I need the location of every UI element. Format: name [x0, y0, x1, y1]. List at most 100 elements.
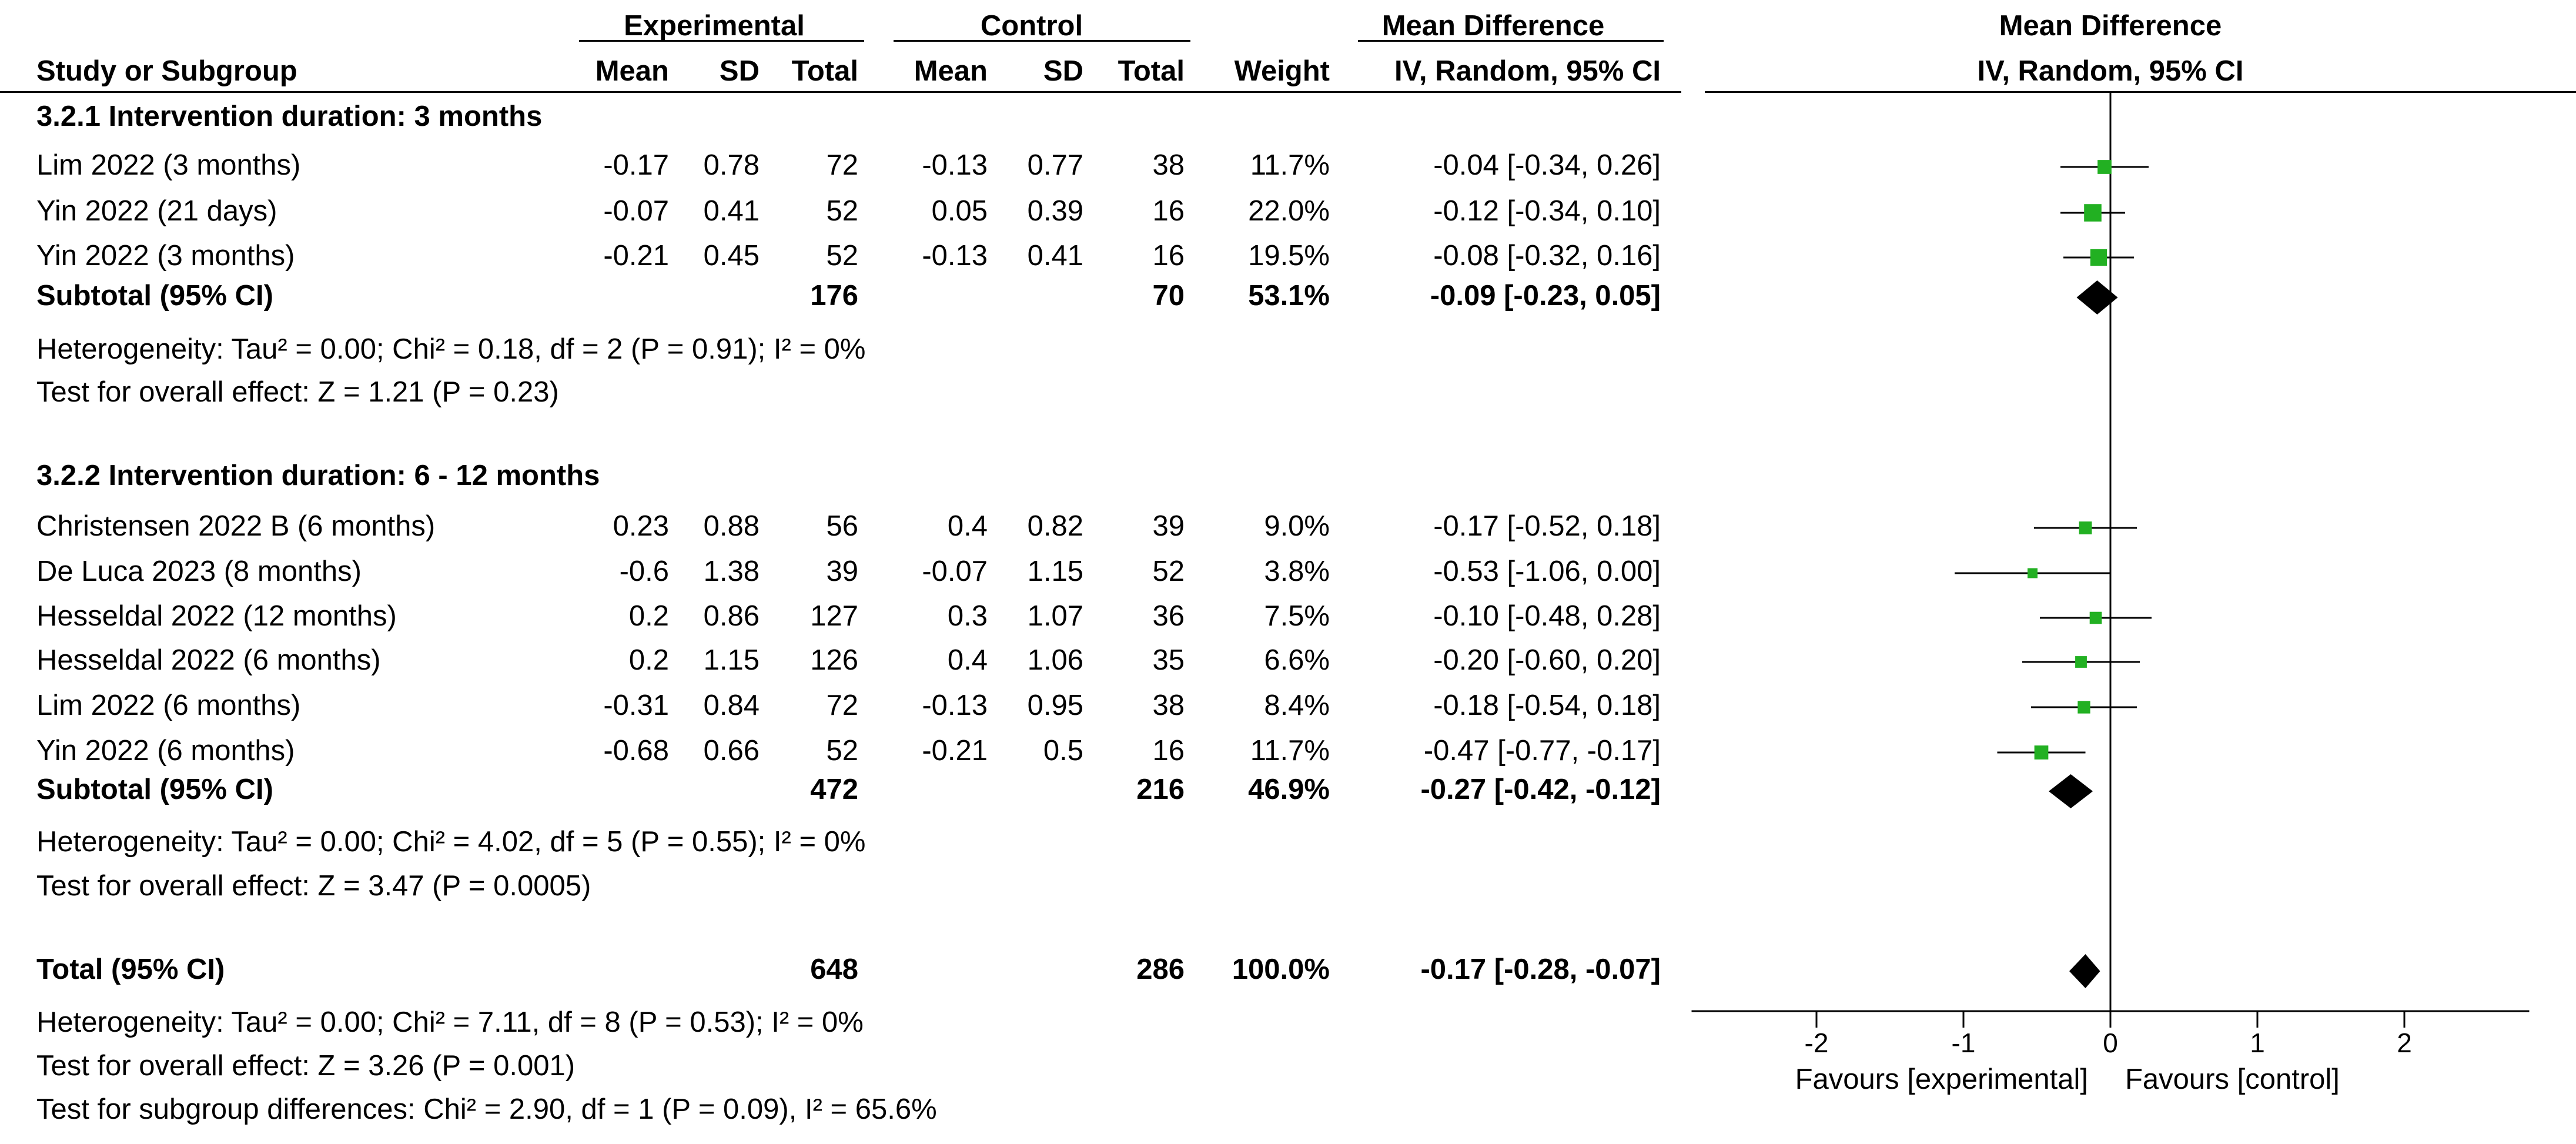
header-underline-control	[894, 40, 1190, 42]
study-ctl-sd: 1.06	[1027, 644, 1083, 676]
subtotal-ctl-total: 216	[1136, 774, 1185, 805]
study-weight: 22.0%	[1248, 195, 1330, 227]
study-exp-mean: 0.23	[613, 510, 669, 542]
study-name: Hesseldal 2022 (6 months)	[36, 644, 381, 676]
subgroup-heterogeneity: Heterogeneity: Tau² = 0.00; Chi² = 0.18,…	[36, 333, 866, 365]
x-axis-tick-label: 2	[2397, 1028, 2412, 1058]
study-ctl-sd: 0.95	[1027, 690, 1083, 721]
study-ctl-total: 39	[1152, 510, 1185, 542]
study-exp-sd: 0.86	[703, 600, 760, 632]
study-point-marker	[2090, 249, 2107, 266]
header-study: Study or Subgroup	[36, 55, 297, 87]
study-point-marker	[2089, 611, 2102, 624]
study-exp-sd: 0.78	[703, 149, 760, 181]
study-exp-total: 126	[810, 644, 858, 676]
x-axis-tick-label: 1	[2250, 1028, 2265, 1058]
summary-diamond	[2069, 954, 2100, 988]
study-exp-mean: -0.21	[603, 240, 669, 272]
header-exp-mean: Mean	[595, 55, 669, 87]
subtotal-exp-total: 472	[810, 774, 858, 805]
header-md-method: IV, Random, 95% CI	[1394, 55, 1661, 87]
header-underline-main	[0, 91, 1681, 93]
study-name: Lim 2022 (3 months)	[36, 149, 301, 181]
forest-plot-table: Experimental Control Mean Difference Study …	[0, 10, 1681, 1124]
study-ci: -0.12 [-0.34, 0.10]	[1433, 195, 1661, 227]
study-exp-total: 56	[826, 510, 858, 542]
study-exp-mean: -0.31	[603, 690, 669, 721]
study-exp-sd: 0.84	[703, 690, 760, 721]
study-exp-mean: -0.6	[619, 556, 669, 587]
study-name: Lim 2022 (6 months)	[36, 690, 301, 721]
study-point-marker	[2034, 745, 2049, 760]
header-ctl-mean: Mean	[914, 55, 988, 87]
study-ctl-mean: 0.4	[947, 644, 988, 676]
subtotal-ctl-total: 70	[1152, 280, 1185, 312]
study-weight: 7.5%	[1264, 600, 1330, 632]
study-ci: -0.47 [-0.77, -0.17]	[1423, 735, 1661, 767]
study-ctl-mean: -0.13	[922, 240, 988, 272]
study-ctl-mean: -0.13	[922, 149, 988, 181]
subtotal-exp-total: 176	[810, 280, 858, 312]
study-exp-total: 127	[810, 600, 858, 632]
header-ctl-total: Total	[1118, 55, 1185, 87]
header-group-experimental: Experimental	[624, 10, 805, 42]
study-name: De Luca 2023 (8 months)	[36, 556, 362, 587]
x-axis-tick-label: 0	[2103, 1028, 2118, 1058]
study-ci: -0.04 [-0.34, 0.26]	[1433, 149, 1661, 181]
study-exp-total: 52	[826, 735, 858, 767]
study-ctl-sd: 0.39	[1027, 195, 1083, 227]
study-ctl-sd: 0.41	[1027, 240, 1083, 272]
study-weight: 3.8%	[1264, 556, 1330, 587]
study-exp-sd: 0.66	[703, 735, 760, 767]
study-point-marker	[2097, 160, 2112, 174]
study-ctl-mean: -0.13	[922, 690, 988, 721]
study-point-marker	[2084, 204, 2102, 222]
x-axis-tick-label: -1	[1952, 1028, 1976, 1058]
study-ctl-mean: -0.21	[922, 735, 988, 767]
subtotal-label: Subtotal (95% CI)	[36, 280, 273, 312]
study-ctl-sd: 1.15	[1027, 556, 1083, 587]
study-ctl-total: 16	[1152, 240, 1185, 272]
subtotal-weight: 46.9%	[1248, 774, 1330, 805]
study-ci: -0.20 [-0.60, 0.20]	[1433, 644, 1661, 676]
subgroup-title: 3.2.2 Intervention duration: 6 - 12 mont…	[36, 460, 600, 491]
total-ci: -0.17 [-0.28, -0.07]	[1420, 954, 1661, 985]
plot-header-title: Mean Difference	[1999, 10, 2222, 42]
study-exp-total: 72	[826, 149, 858, 181]
study-ctl-total: 36	[1152, 600, 1185, 632]
study-ctl-total: 16	[1152, 735, 1185, 767]
study-exp-sd: 0.45	[703, 240, 760, 272]
header-underline-experimental	[579, 40, 864, 42]
subtotal-ci: -0.09 [-0.23, 0.05]	[1430, 280, 1661, 312]
summary-diamond	[2049, 774, 2093, 808]
study-name: Yin 2022 (6 months)	[36, 735, 295, 767]
header-exp-total: Total	[791, 55, 858, 87]
study-exp-sd: 1.15	[703, 644, 760, 676]
subgroup-title: 3.2.1 Intervention duration: 3 months	[36, 101, 543, 132]
total-exp-total: 648	[810, 954, 858, 985]
study-ctl-total: 38	[1152, 690, 1185, 721]
study-point-marker	[2028, 568, 2038, 578]
study-ctl-total: 38	[1152, 149, 1185, 181]
study-exp-mean: -0.17	[603, 149, 669, 181]
study-name: Hesseldal 2022 (12 months)	[36, 600, 397, 632]
study-exp-total: 52	[826, 195, 858, 227]
study-ctl-mean: 0.3	[947, 600, 988, 632]
study-weight: 19.5%	[1248, 240, 1330, 272]
study-exp-mean: 0.2	[628, 644, 669, 676]
subtotal-label: Subtotal (95% CI)	[36, 774, 273, 805]
study-point-marker	[2077, 701, 2090, 714]
header-underline-md	[1358, 40, 1664, 42]
study-ctl-total: 35	[1152, 644, 1185, 676]
study-ci: -0.10 [-0.48, 0.28]	[1433, 600, 1661, 632]
study-weight: 9.0%	[1264, 510, 1330, 542]
study-exp-total: 72	[826, 690, 858, 721]
study-ci: -0.53 [-1.06, 0.00]	[1433, 556, 1661, 587]
study-weight: 11.7%	[1250, 735, 1330, 767]
total-heterogeneity: Heterogeneity: Tau² = 0.00; Chi² = 7.11,…	[36, 1006, 864, 1038]
favours-experimental-label: Favours [experimental]	[1795, 1063, 2088, 1095]
study-weight: 11.7%	[1250, 149, 1330, 181]
subgroup-overall-effect: Test for overall effect: Z = 1.21 (P = 0…	[36, 376, 559, 408]
header-ctl-sd: SD	[1043, 55, 1083, 87]
